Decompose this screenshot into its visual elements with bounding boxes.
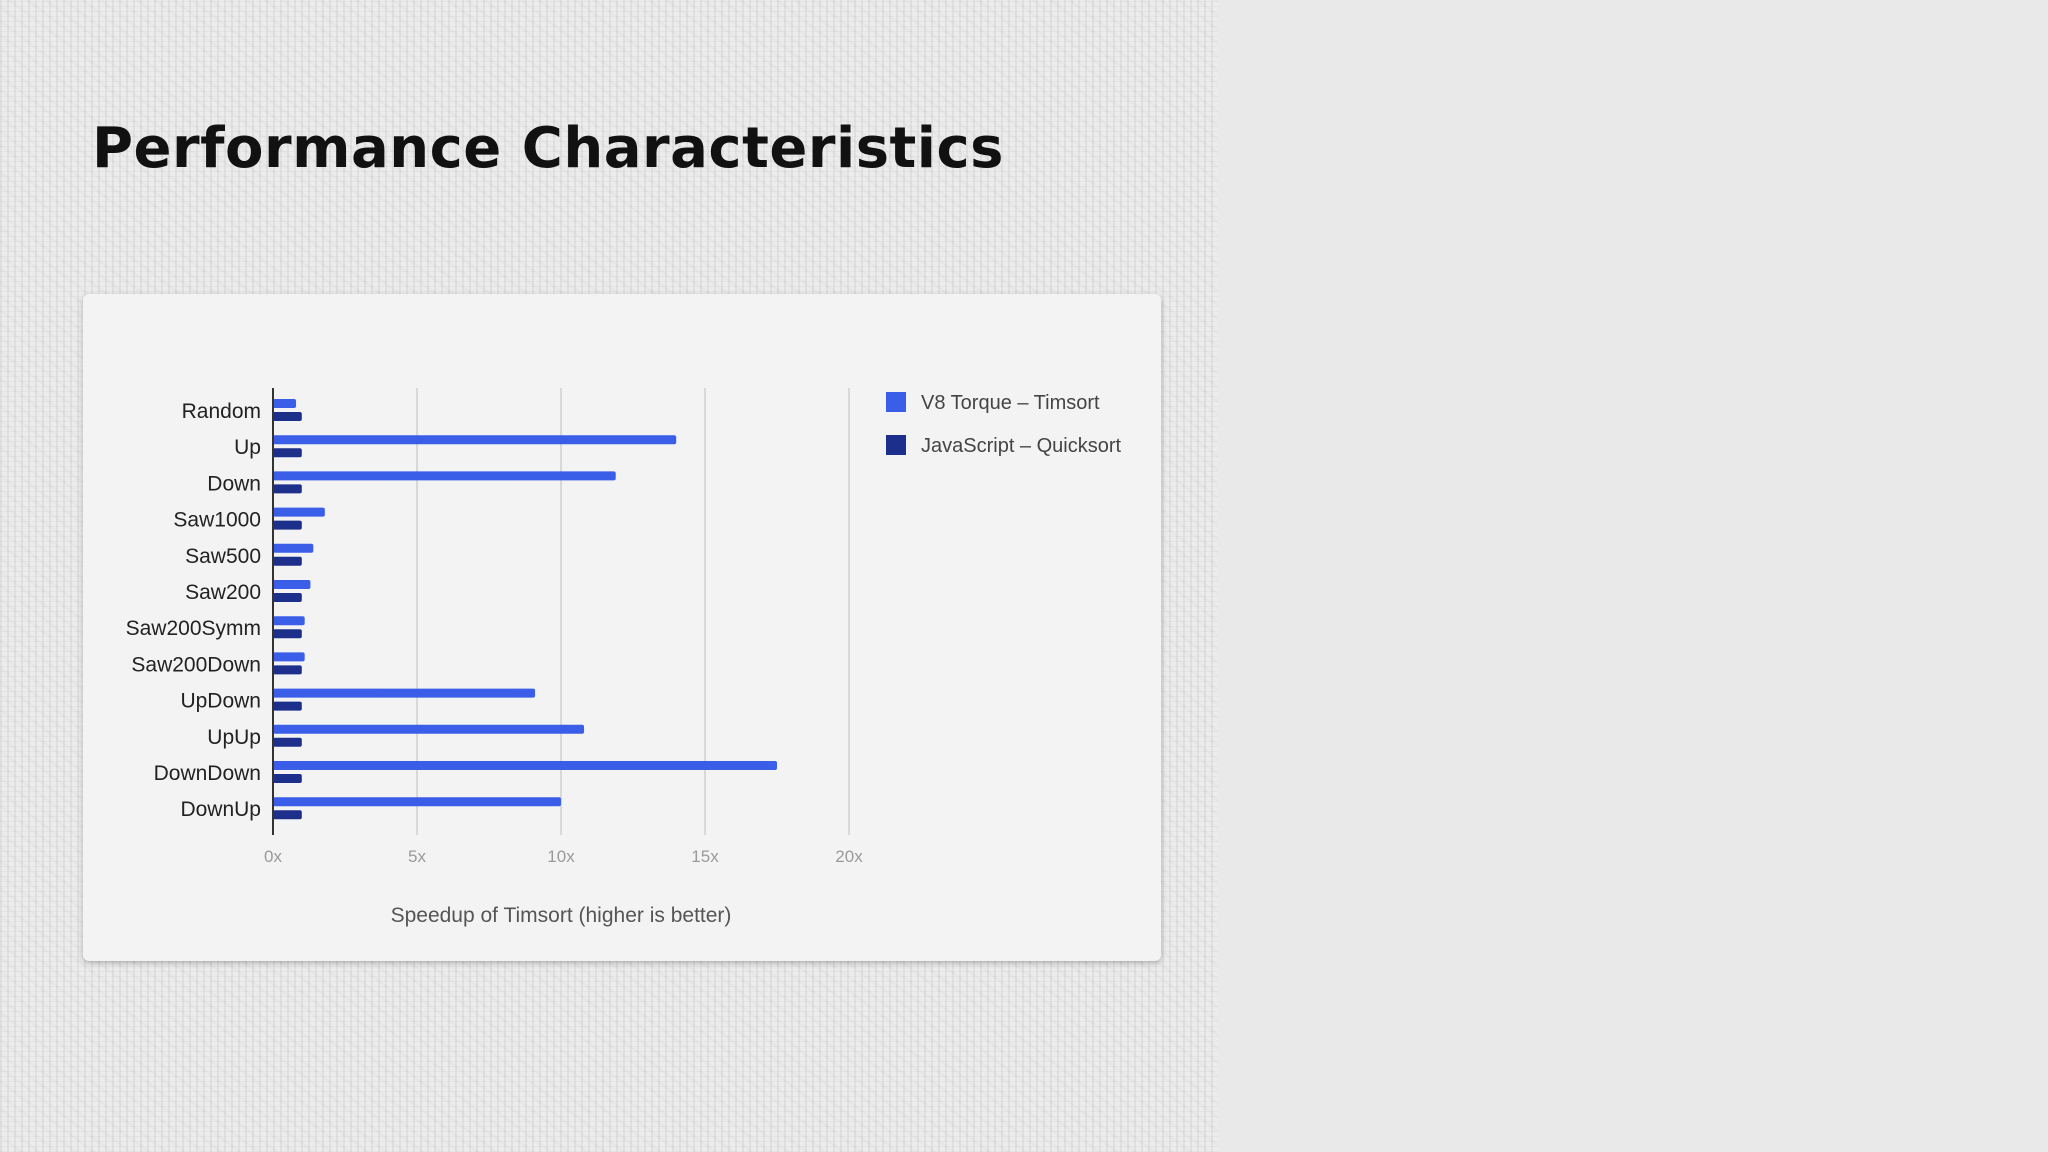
bar-chart: RandomUpDownSaw1000Saw500Saw200Saw200Sym… [126,388,1122,927]
bar-quicksort-down [273,484,302,494]
legend-label-quicksort: JavaScript – Quicksort [921,435,1122,457]
bar-quicksort-saw200symm [273,629,302,639]
bar-timsort-saw200symm [273,616,305,626]
x-axis-title: Speedup of Timsort (higher is better) [391,904,732,927]
bar-quicksort-saw1000 [273,520,302,530]
bar-timsort-saw1000 [273,507,325,517]
bar-quicksort-downup [273,810,302,820]
category-label-downdown: DownDown [154,762,261,785]
bar-quicksort-downdown [273,774,302,783]
bar-timsort-saw200 [273,580,311,589]
bar-quicksort-saw200 [273,593,302,602]
x-tick-label-20: 20x [835,847,863,866]
bar-timsort-saw200down [273,652,305,662]
x-tick-label-10: 10x [547,847,575,866]
category-label-updown: UpDown [180,690,261,713]
category-label-down: Down [207,472,261,495]
blank-side-panel [1218,0,2048,1152]
category-label-saw1000: Saw1000 [173,509,261,532]
category-label-random: Random [182,400,261,423]
category-label-up: Up [234,436,261,459]
category-label-saw500: Saw500 [185,545,261,568]
bar-quicksort-up [273,448,302,458]
bar-quicksort-saw500 [273,556,302,566]
legend-swatch-timsort [886,392,906,412]
bar-timsort-downup [273,797,561,807]
bar-timsort-saw500 [273,543,314,553]
chart-card: Random Up Down Saw1000 Saw500 Saw200 Saw200Sym… [83,294,1161,961]
bar-timsort-random [273,399,297,408]
category-label-downup: DownUp [180,798,261,821]
bar-timsort-updown [273,688,536,698]
bar-quicksort-upup [273,737,302,747]
bar-quicksort-updown [273,701,302,711]
category-label-saw200: Saw200 [185,581,261,604]
x-tick-label-15: 15x [691,847,719,866]
slide-title: Performance Characteristics [92,116,1005,181]
category-label-saw200down: Saw200Down [131,653,261,676]
x-tick-label-5: 5x [408,847,426,866]
category-label-upup: UpUp [207,726,261,749]
x-tick-label-0: 0x [264,847,282,866]
legend-swatch-quicksort [886,435,906,455]
bar-timsort-up [273,435,677,445]
bar-timsort-down [273,471,616,481]
bar-timsort-upup [273,724,585,734]
bar-timsort-downdown [273,761,777,770]
category-label-saw200symm: Saw200Symm [126,617,261,640]
bar-quicksort-random [273,412,302,421]
legend-label-timsort: V8 Torque – Timsort [921,392,1100,414]
bar-quicksort-saw200down [273,665,302,675]
